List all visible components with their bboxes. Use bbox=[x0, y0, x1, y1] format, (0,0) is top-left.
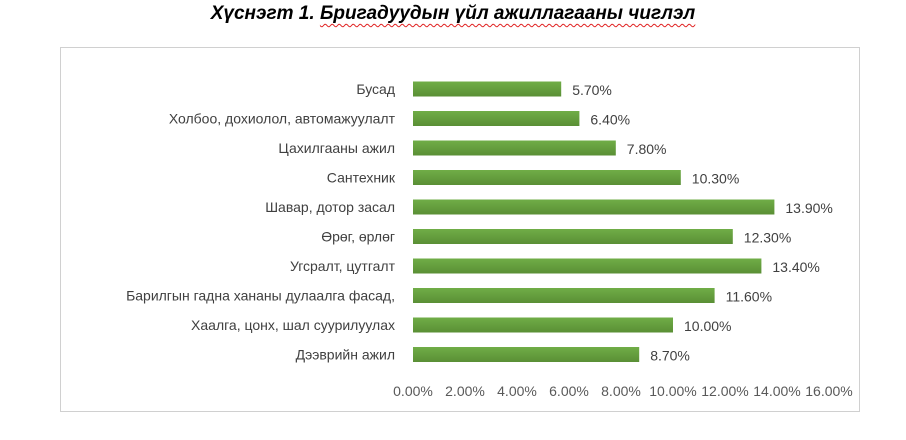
data-label: 6.40% bbox=[590, 112, 630, 128]
category-label: Цахилгааны ажил bbox=[278, 140, 395, 156]
x-tick-label: 10.00% bbox=[649, 383, 696, 399]
chart-title-main: Бригадуудын үйл ажиллагааны чиглэл bbox=[319, 3, 696, 24]
x-tick-label: 14.00% bbox=[753, 383, 800, 399]
bar bbox=[413, 111, 580, 126]
category-label: Дээврийн ажил bbox=[296, 347, 395, 363]
data-label: 13.40% bbox=[772, 259, 819, 275]
category-label: Холбоо, дохиолол, автомажуулалт bbox=[169, 111, 396, 127]
data-label: 11.60% bbox=[726, 289, 772, 305]
bar bbox=[413, 199, 775, 215]
x-tick-label: 0.00% bbox=[393, 383, 433, 399]
data-label: 7.80% bbox=[627, 141, 667, 157]
x-tick-label: 2.00% bbox=[445, 383, 485, 399]
x-tick-label: 8.00% bbox=[601, 383, 641, 399]
chart-title-prefix: Хүснэгт 1. bbox=[210, 3, 320, 24]
x-tick-label: 12.00% bbox=[701, 383, 748, 399]
x-tick-label: 4.00% bbox=[497, 383, 537, 399]
category-label: Шавар, дотор засал bbox=[265, 199, 395, 215]
bar bbox=[413, 170, 681, 185]
category-label: Сантехник bbox=[327, 170, 396, 186]
bar bbox=[413, 140, 616, 156]
x-tick-label: 16.00% bbox=[805, 383, 852, 399]
category-label: Бусад bbox=[356, 81, 395, 97]
data-label: 13.90% bbox=[785, 200, 832, 216]
x-tick-label: 6.00% bbox=[549, 383, 589, 399]
bar bbox=[413, 229, 733, 244]
bar bbox=[413, 258, 762, 274]
bar bbox=[413, 347, 640, 362]
data-label: 5.70% bbox=[572, 82, 612, 98]
bar bbox=[413, 81, 562, 97]
data-label: 10.30% bbox=[692, 171, 739, 187]
bar bbox=[413, 288, 715, 303]
data-label: 12.30% bbox=[744, 230, 791, 246]
category-label: Хаалга, цонх, шал суурилуулах bbox=[191, 317, 395, 333]
category-label: Угсралт, цутгалт bbox=[290, 258, 396, 274]
chart-title: Хүснэгт 1. Бригадуудын үйл ажиллагааны ч… bbox=[0, 0, 906, 50]
data-label: 8.70% bbox=[650, 348, 690, 364]
category-label: Өрөг, өрлөг bbox=[321, 229, 395, 245]
bar bbox=[413, 317, 673, 333]
data-label: 10.00% bbox=[684, 318, 731, 334]
category-label: Барилгын гадна хананы дулаалга фасад, bbox=[126, 288, 395, 304]
